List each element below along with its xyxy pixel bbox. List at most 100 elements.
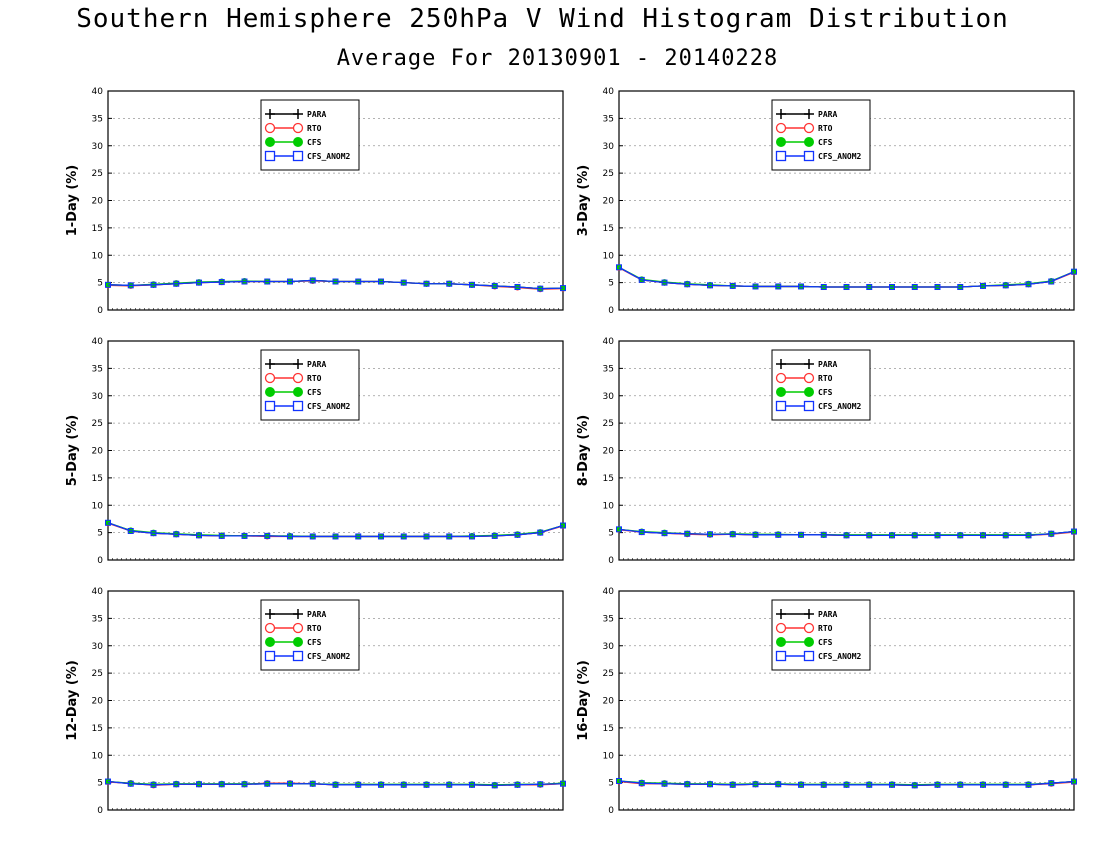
series-line (618, 528, 1075, 537)
data-point (1048, 278, 1055, 285)
y-tick-label: 35 (92, 614, 103, 624)
plot-frame (618, 90, 1075, 311)
data-point (1048, 530, 1055, 537)
data-point (775, 283, 782, 290)
legend-item-rto: RTO (775, 122, 833, 134)
page-subtitle: Average For 20130901 - 20140228 (336, 46, 779, 71)
series-line (107, 279, 564, 290)
y-tick-label: 25 (92, 419, 103, 429)
legend-marker (293, 637, 303, 647)
legend-marker (264, 622, 276, 634)
data-point (469, 781, 475, 788)
legend-marker (775, 122, 787, 134)
legend-marker (292, 122, 304, 134)
series-cfs_anom2 (105, 277, 566, 292)
plot-frame (107, 90, 564, 311)
data-point (400, 533, 407, 540)
data-point (514, 284, 521, 291)
legend-marker (293, 137, 303, 147)
y-tick-label: 40 (603, 587, 615, 597)
data-point (820, 284, 827, 291)
y-axis-label: 3-Day (%) (576, 165, 591, 237)
legend-item-rto: RTO (264, 372, 322, 384)
data-point (105, 281, 111, 288)
data-point (911, 782, 918, 789)
legend-label: CFS_ANOM2 (307, 152, 351, 161)
data-point (196, 532, 202, 539)
data-point (798, 531, 804, 538)
legend-box (260, 599, 360, 671)
data-point (729, 781, 736, 788)
y-tick-label: 0 (97, 306, 103, 316)
y-tick-label: 35 (603, 364, 614, 374)
legend-marker (264, 372, 276, 384)
data-point (843, 284, 850, 291)
plot-frame (107, 340, 564, 561)
data-point (423, 781, 430, 788)
y-tick-label: 15 (603, 724, 614, 734)
y-tick-label: 20 (92, 697, 104, 707)
data-point (729, 531, 736, 538)
legend-item-para: PARA (776, 359, 837, 369)
y-axis-label: 1-Day (%) (65, 165, 80, 237)
y-tick-label: 5 (97, 529, 103, 539)
data-point (469, 281, 475, 288)
legend-label: CFS (818, 638, 833, 647)
data-point (820, 531, 827, 538)
y-tick-label: 20 (92, 197, 104, 207)
data-point (173, 531, 180, 538)
y-tick-label: 0 (608, 556, 614, 566)
legend-item-cfs: CFS (776, 637, 833, 647)
legend-box (771, 349, 871, 421)
series-cfs (616, 777, 1077, 788)
legend-label: CFS_ANOM2 (307, 652, 351, 661)
data-point (775, 531, 782, 538)
data-point (911, 284, 918, 291)
legend-label: PARA (818, 360, 837, 369)
series-cfs_anom2 (105, 519, 566, 540)
legend-marker (775, 150, 787, 162)
data-point (866, 781, 873, 788)
legend-marker (775, 372, 787, 384)
data-point (105, 519, 111, 526)
y-tick-label: 35 (92, 364, 103, 374)
data-point (491, 282, 498, 289)
data-point (1071, 528, 1077, 535)
legend-label: RTO (307, 624, 322, 633)
data-point (127, 282, 134, 289)
data-point (798, 283, 804, 290)
data-point (241, 278, 248, 285)
data-point (957, 781, 964, 788)
legend-marker (803, 650, 815, 662)
data-point (707, 531, 713, 538)
y-tick-label: 10 (92, 501, 104, 511)
legend-marker (803, 400, 815, 412)
page-title: Southern Hemisphere 250hPa V Wind Histog… (76, 4, 1009, 34)
data-point (661, 780, 668, 787)
legend-box (771, 99, 871, 171)
y-tick-label: 30 (92, 392, 104, 402)
data-point (491, 782, 498, 789)
y-tick-label: 20 (603, 447, 615, 457)
data-point (287, 533, 293, 540)
legend: PARA RTO CFS CFS_ANOM2 (771, 599, 871, 671)
legend-item-para: PARA (776, 109, 837, 119)
legend-label: PARA (818, 110, 837, 119)
y-tick-label: 25 (603, 169, 614, 179)
plot-frame (618, 340, 1075, 561)
legend-marker (264, 400, 276, 412)
data-point (537, 529, 544, 536)
data-point (752, 283, 759, 290)
legend-label: CFS_ANOM2 (818, 652, 862, 661)
legend-marker (804, 637, 814, 647)
data-point (218, 781, 225, 788)
data-point (378, 781, 384, 788)
y-tick-label: 40 (92, 337, 104, 347)
data-point (934, 532, 941, 539)
legend-label: CFS (818, 388, 833, 397)
legend-marker (292, 650, 304, 662)
legend-label: CFS_ANOM2 (307, 402, 351, 411)
legend-item-cfs_anom2: CFS_ANOM2 (775, 150, 862, 162)
data-point (287, 780, 293, 787)
chart-panel-5: 0 5 10 15 20 25 30 35 40 12-Day (%) PARA RTO CFS CFS_… (65, 587, 566, 816)
